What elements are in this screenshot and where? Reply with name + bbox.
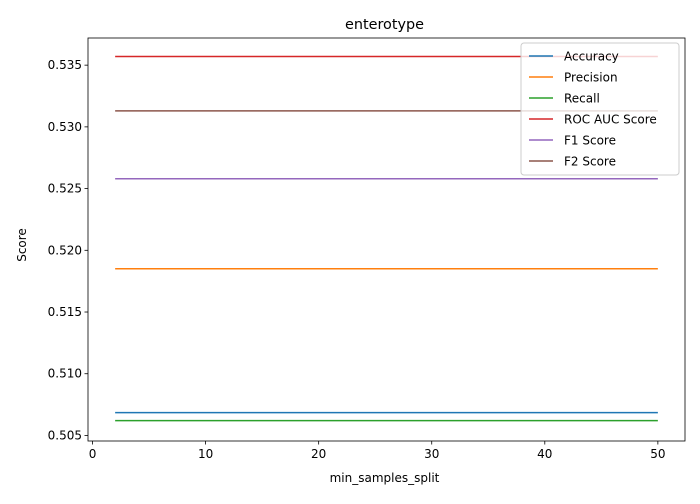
legend-label-4: ROC AUC Score: [564, 113, 657, 127]
legend-label-5: F1 Score: [564, 134, 616, 148]
legend-label-3: Recall: [564, 92, 600, 106]
chart-title: enterotype: [345, 17, 424, 33]
legend-box: [520, 42, 680, 176]
x-tick-label: 10: [198, 447, 213, 461]
y-tick-label: 0.535: [48, 58, 82, 72]
x-tick-label: 0: [89, 447, 97, 461]
legend-label-1: Accuracy: [564, 50, 619, 64]
y-tick-label: 0.525: [48, 182, 82, 196]
y-axis-label: Score: [15, 228, 29, 262]
axes-frame: [87, 37, 686, 442]
x-tick-label: 40: [537, 447, 552, 461]
y-tick-label: 0.510: [48, 367, 82, 381]
x-axis-label: min_samples_split: [330, 471, 440, 485]
y-tick-label: 0.530: [48, 120, 82, 134]
x-tick-label: 30: [424, 447, 439, 461]
legend-label-2: Precision: [564, 71, 618, 85]
y-tick-label: 0.520: [48, 243, 82, 257]
x-tick-label: 20: [311, 447, 326, 461]
y-tick-label: 0.505: [48, 428, 82, 442]
plot-area: 0 10 20 30 40 50 0.505 0.510 0.515 0.520 0.525 0.53…: [48, 37, 686, 461]
x-tick-label: 50: [650, 447, 665, 461]
y-tick-label: 0.515: [48, 305, 82, 319]
legend: Accuracy Precision Recall ROC AUC Score F1 S…: [520, 42, 680, 176]
legend-label-6: F2 Score: [564, 155, 616, 169]
